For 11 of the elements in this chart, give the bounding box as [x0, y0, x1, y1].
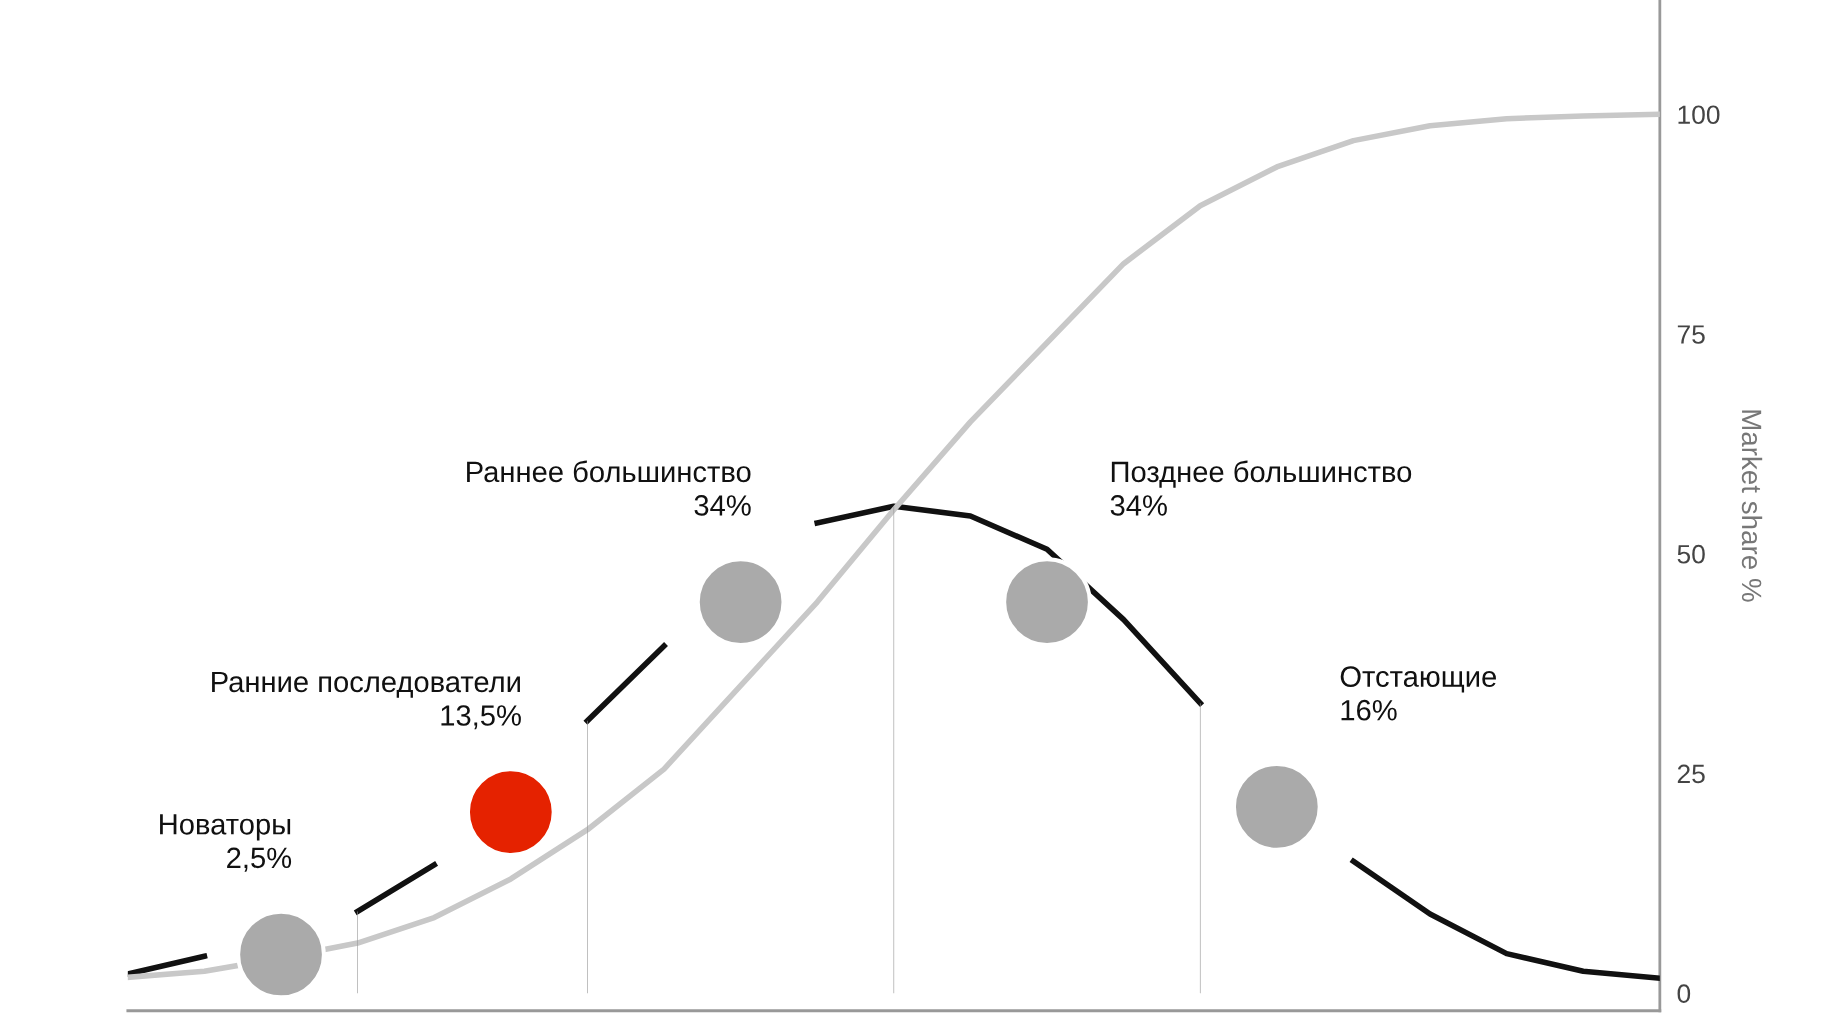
y-tick-label: 25 — [1677, 764, 1705, 784]
annotation: Ранние последователи 13,5% — [212, 671, 521, 730]
annotation: Отстающие 16% — [1340, 666, 1496, 721]
annotation: Позднее большинство 34% — [1110, 460, 1412, 516]
y-tick-label: 100 — [1678, 105, 1720, 125]
y-tick-label: 50 — [1677, 544, 1705, 564]
annotation: Раннее большинство 34% — [467, 460, 751, 516]
y-axis-title: Market share % — [1741, 410, 1763, 602]
y-tick-label: 75 — [1677, 325, 1705, 344]
y-tick-label: 0 — [1677, 984, 1691, 1003]
annotation: Новаторы 2,5% — [160, 814, 292, 872]
